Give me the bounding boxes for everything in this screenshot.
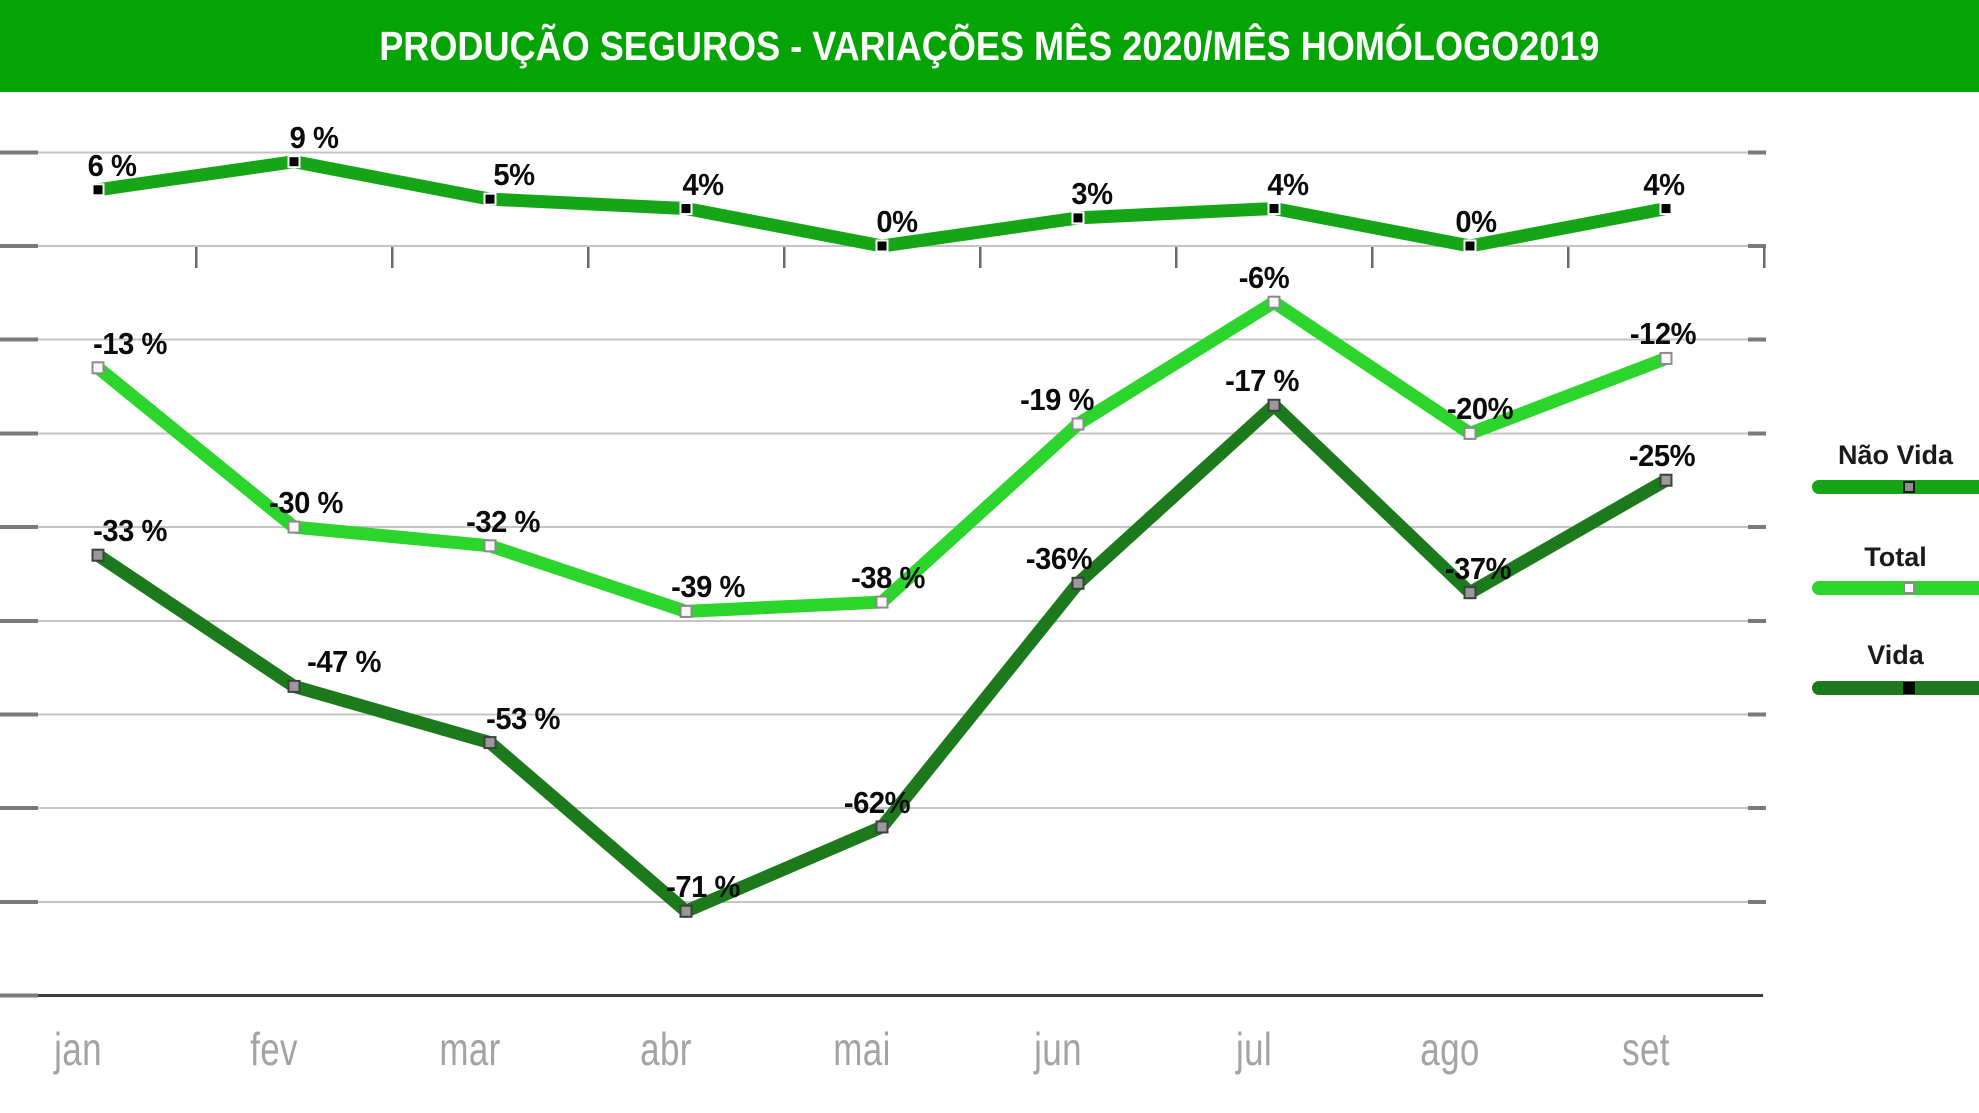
marker-não-vida <box>483 192 497 206</box>
legend-swatch-total <box>1812 581 1979 595</box>
data-label-total: -13 % <box>93 325 167 361</box>
marker-total <box>483 539 497 553</box>
marker-vida <box>287 679 301 693</box>
marker-não-vida <box>91 183 105 197</box>
marker-não-vida <box>1267 202 1281 216</box>
marker-não-vida <box>1659 202 1673 216</box>
legend-label-não-vida: Não Vida <box>1837 440 1954 470</box>
marker-vida <box>91 548 105 562</box>
x-axis-label: set <box>1622 1023 1670 1075</box>
data-label-vida: -62% <box>843 784 911 820</box>
data-label-total: -32 % <box>466 503 540 539</box>
marker-total <box>91 361 105 375</box>
data-label-vida: -33 % <box>93 513 167 549</box>
data-label-vida: -25% <box>1628 438 1696 474</box>
legend-marker-vida <box>1903 682 1915 694</box>
data-label-não-vida: 5% <box>493 157 535 193</box>
legend-label-total: Total <box>1864 542 1927 572</box>
x-axis-label: jan <box>54 1023 102 1075</box>
marker-vida <box>1267 398 1281 412</box>
data-label-não-vida: 4% <box>1643 166 1685 202</box>
data-label-total: -20% <box>1446 391 1514 427</box>
marker-não-vida <box>287 155 301 169</box>
marker-não-vida <box>875 239 889 253</box>
marker-total <box>875 595 889 609</box>
marker-não-vida <box>679 202 693 216</box>
data-label-total: -12% <box>1629 316 1697 352</box>
data-label-vida: -71 % <box>666 869 740 905</box>
x-axis-label: jun <box>1034 1023 1082 1075</box>
legend-marker-total <box>1903 582 1915 594</box>
data-label-não-vida: 4% <box>1267 166 1309 202</box>
data-label-não-vida: 0% <box>1455 204 1497 239</box>
x-axis-label: jul <box>1235 1023 1273 1075</box>
data-label-não-vida: 4% <box>682 166 724 202</box>
chart-title: PRODUÇÃO SEGUROS - VARIAÇÕES MÊS 2020/MÊ… <box>379 22 1600 69</box>
data-label-vida: -37% <box>1444 550 1512 586</box>
marker-vida <box>1071 576 1085 590</box>
data-label-não-vida: 0% <box>876 204 918 239</box>
marker-total <box>1071 417 1085 431</box>
marker-total <box>679 604 693 618</box>
x-axis-label: abr <box>640 1023 692 1075</box>
marker-total <box>1267 295 1281 309</box>
legend-marker-não-vida <box>1903 481 1915 493</box>
data-label-vida: -47 % <box>307 644 381 680</box>
legend-swatch-vida <box>1812 681 1979 695</box>
x-axis-label: fev <box>250 1023 298 1075</box>
marker-vida <box>483 736 497 750</box>
data-label-total: -39 % <box>671 569 745 605</box>
title-banner: PRODUÇÃO SEGUROS - VARIAÇÕES MÊS 2020/MÊ… <box>0 0 1979 92</box>
data-label-não-vida: 3% <box>1071 175 1113 211</box>
marker-vida <box>1463 586 1477 600</box>
marker-total <box>1659 351 1673 365</box>
x-axis-label: mar <box>439 1023 501 1075</box>
data-label-total: -30 % <box>269 485 343 521</box>
legend-swatch-não-vida <box>1812 480 1979 494</box>
data-label-não-vida: 9 % <box>289 119 339 155</box>
marker-total <box>1463 426 1477 440</box>
x-axis-label: mai <box>833 1023 891 1075</box>
data-label-vida: -36% <box>1025 541 1093 577</box>
marker-não-vida <box>1071 211 1085 225</box>
data-label-vida: -17 % <box>1225 363 1299 399</box>
marker-não-vida <box>1463 239 1477 253</box>
marker-total <box>287 520 301 534</box>
marker-vida <box>1659 473 1673 487</box>
data-label-total: -6% <box>1238 260 1290 296</box>
data-label-não-vida: 6 % <box>87 147 137 183</box>
data-label-vida: -53 % <box>486 700 560 736</box>
legend-label-vida: Vida <box>1867 640 1924 670</box>
data-label-total: -19 % <box>1020 382 1094 418</box>
marker-vida <box>679 904 693 918</box>
x-axis-label: ago <box>1420 1023 1480 1075</box>
data-label-total: -38 % <box>851 560 925 596</box>
marker-vida <box>875 820 889 834</box>
